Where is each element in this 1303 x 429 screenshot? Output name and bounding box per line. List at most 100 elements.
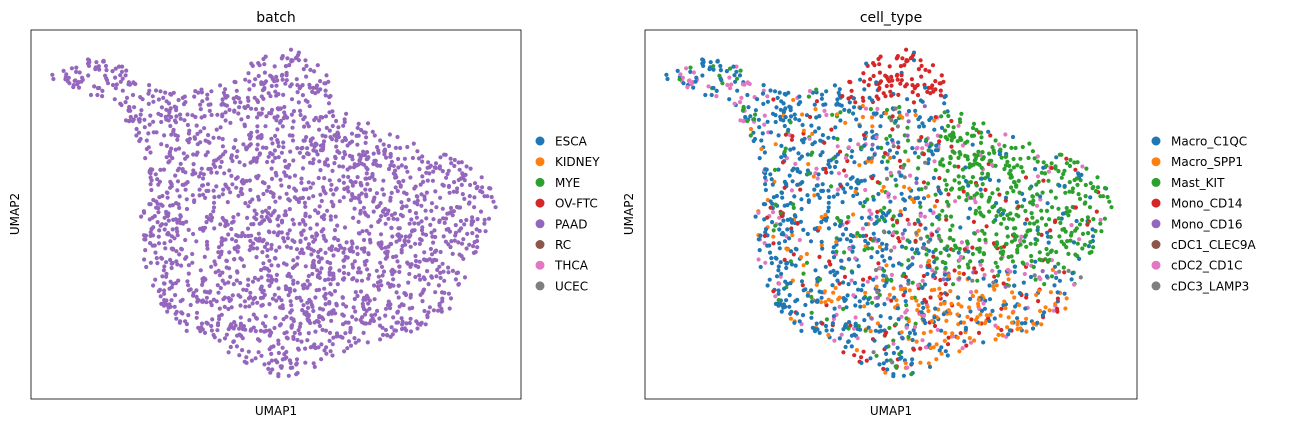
data-point — [246, 277, 251, 282]
data-point — [794, 311, 800, 316]
data-point — [862, 304, 867, 309]
data-point — [427, 305, 432, 310]
legend-marker — [535, 260, 545, 270]
data-point — [981, 276, 986, 281]
data-point — [208, 166, 213, 171]
data-point — [846, 257, 852, 262]
data-point — [418, 292, 423, 297]
data-point — [1014, 200, 1020, 205]
data-point — [185, 122, 190, 128]
data-point — [1042, 171, 1048, 176]
data-point — [1018, 156, 1023, 161]
data-point — [1021, 280, 1026, 285]
data-point — [274, 360, 280, 365]
data-point — [266, 229, 271, 234]
data-point — [446, 291, 451, 296]
data-point — [341, 302, 346, 307]
data-point — [401, 303, 406, 308]
data-point — [185, 154, 190, 159]
data-point — [186, 227, 191, 232]
data-point — [858, 77, 863, 82]
data-point — [324, 351, 329, 356]
data-point — [1010, 217, 1016, 222]
data-point — [729, 82, 734, 87]
data-point — [441, 269, 446, 274]
data-point — [1022, 271, 1027, 277]
data-point — [359, 191, 364, 196]
data-point — [881, 273, 886, 278]
data-point — [155, 220, 160, 225]
data-point — [472, 205, 477, 210]
data-point — [434, 258, 439, 263]
data-point — [960, 143, 966, 148]
data-point — [1077, 222, 1083, 227]
data-point — [173, 173, 178, 178]
data-point — [355, 293, 360, 299]
data-point — [904, 325, 909, 330]
data-point — [881, 366, 886, 371]
data-point — [793, 214, 798, 219]
data-point — [976, 330, 982, 335]
data-point — [219, 159, 224, 164]
data-point — [944, 318, 949, 323]
data-point — [780, 214, 785, 219]
data-point — [930, 318, 935, 324]
data-point — [862, 247, 867, 253]
data-point — [773, 255, 778, 260]
data-point — [1057, 234, 1062, 239]
data-point — [456, 160, 461, 165]
data-point — [745, 92, 750, 98]
data-point — [406, 280, 411, 285]
data-point — [211, 162, 216, 167]
data-point — [927, 342, 932, 347]
data-point — [916, 117, 921, 122]
data-point — [1001, 303, 1006, 308]
data-point — [309, 252, 314, 257]
data-point — [282, 104, 287, 110]
data-point — [217, 314, 222, 319]
data-point — [363, 262, 368, 267]
data-point — [944, 214, 949, 219]
data-point — [405, 260, 410, 265]
data-point — [926, 258, 932, 263]
data-point — [433, 189, 438, 194]
data-point — [970, 245, 975, 250]
data-point — [166, 160, 171, 165]
data-point — [898, 113, 903, 118]
data-point — [382, 147, 388, 152]
data-point — [263, 79, 269, 84]
data-point — [960, 167, 966, 172]
data-point — [330, 353, 335, 358]
data-point — [86, 73, 91, 78]
data-point — [243, 233, 248, 239]
data-point — [988, 133, 993, 138]
data-point — [246, 349, 251, 354]
data-point — [814, 299, 819, 304]
data-point — [195, 131, 200, 136]
data-point — [287, 175, 292, 180]
data-point — [388, 284, 393, 289]
data-point — [970, 251, 976, 257]
data-point — [893, 322, 899, 327]
data-point — [251, 297, 256, 302]
data-point — [166, 230, 171, 236]
data-point — [946, 113, 951, 119]
data-point — [452, 238, 457, 243]
data-point — [1050, 267, 1055, 272]
data-point — [934, 357, 939, 362]
data-point — [162, 288, 167, 293]
data-point — [421, 288, 426, 293]
data-point — [799, 328, 804, 333]
data-point — [276, 338, 281, 343]
data-point — [311, 157, 316, 162]
data-point — [797, 94, 802, 99]
data-point — [393, 168, 398, 173]
data-point — [355, 125, 360, 131]
data-point — [1005, 234, 1010, 239]
data-point — [479, 175, 484, 180]
data-point — [939, 73, 944, 78]
data-point — [987, 209, 992, 214]
data-point — [809, 294, 814, 299]
data-point — [1035, 228, 1040, 233]
data-point — [147, 202, 152, 207]
